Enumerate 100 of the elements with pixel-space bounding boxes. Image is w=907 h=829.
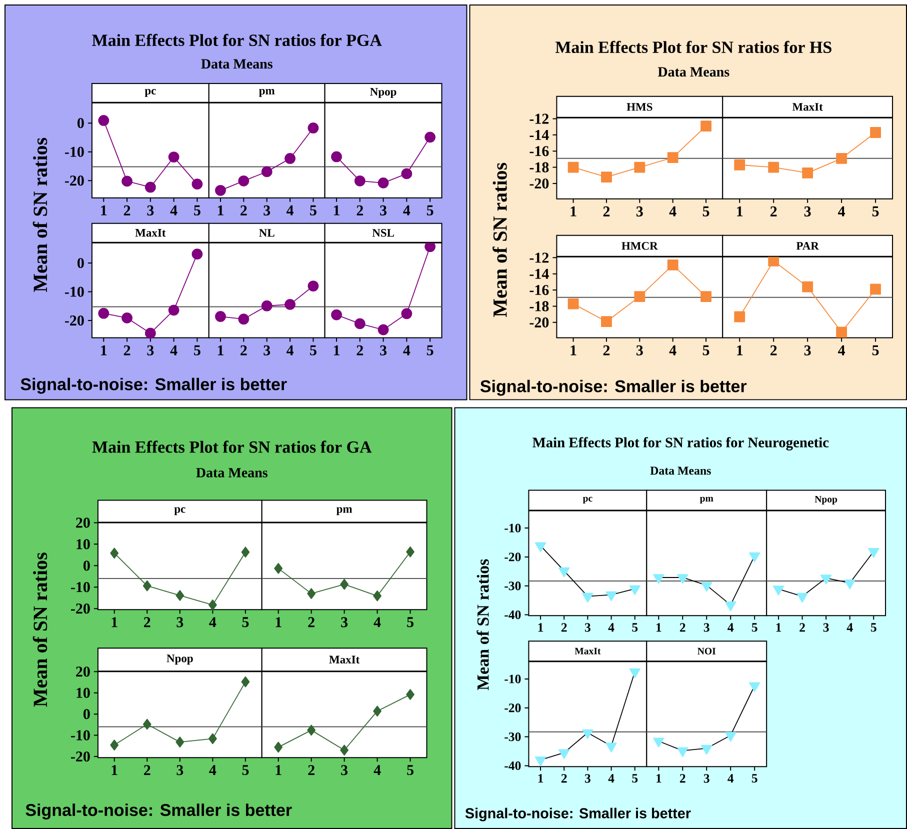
x-tick-label: 2 [356,345,364,356]
point [378,177,389,188]
point [144,328,156,339]
x-tick-label: 1 [276,765,282,775]
point [122,176,132,187]
y-tick-label: -20 [530,178,549,189]
x-tick-label: 5 [872,345,879,356]
point [98,115,110,126]
point [373,706,382,717]
x-tick-label: 2 [770,345,777,356]
x-tick-label: 2 [680,623,686,632]
x-tick-label: 2 [144,617,150,628]
y-tick-label: -10 [504,524,521,532]
point [802,168,814,178]
x-tick-label: 5 [752,774,758,783]
chart-title: NSL [372,228,394,237]
x-tick-label: 1 [218,345,224,356]
point [601,172,612,182]
point [870,284,881,295]
y-tick-label: -10 [64,286,84,297]
x-tick-label: 4 [669,345,676,356]
chart-title: MaxIt [135,229,166,237]
point [261,300,272,312]
x-tick-label: 1 [776,623,782,632]
text: Mean of SN ratios [476,559,489,690]
x-tick-label: 4 [838,206,846,216]
chart-title: NL [259,229,274,237]
x-tick-label: 1 [112,765,118,775]
point [667,152,678,164]
text: Mean of SN ratios [32,138,48,292]
x-tick-label: 3 [584,774,590,783]
chart-title: MaxIt [574,648,601,654]
x-tick-label: 1 [334,205,340,216]
chart-title: HMCR [622,242,658,250]
y-tick-label: -16 [530,284,549,296]
x-tick-label: 5 [407,765,414,776]
text: Main Effects Plot for SN ratios for Neurogenetic [532,437,829,450]
point [406,689,414,700]
y-tick-label: -18 [530,301,549,312]
point [667,259,678,270]
x-tick-label: 4 [286,205,294,216]
y-tick-label: -30 [504,732,521,742]
text: Main Effects Plot for SN ratios for HS [555,40,832,54]
point [122,312,132,324]
x-tick-label: 1 [737,345,743,356]
x-tick-label: 4 [846,623,853,632]
point [401,168,412,180]
x-tick-label: 2 [356,205,364,216]
point [308,122,319,134]
y-tick-label: -14 [530,130,549,140]
x-tick-label: 5 [752,623,758,632]
point [284,153,296,164]
y-tick-label: 0 [77,118,84,128]
point [274,742,283,753]
x-tick-label: 5 [632,623,638,632]
x-tick-label: 2 [561,774,567,783]
point [176,590,184,601]
chart-title: pc [144,89,156,97]
point [307,588,316,599]
x-tick-label: 1 [276,617,282,628]
point [208,733,217,744]
text: Data Means [196,468,268,478]
x-tick-label: 3 [147,205,154,216]
y-tick-label: 0 [77,258,84,268]
point [836,152,847,164]
x-tick-label: 3 [804,206,811,216]
x-tick-label: 1 [101,345,107,356]
x-tick-label: 4 [838,345,846,356]
point [424,132,436,143]
x-tick-label: 3 [823,623,829,632]
x-tick-label: 3 [176,765,184,776]
y-tick-label: -20 [530,317,549,328]
x-tick-label: 3 [264,345,270,356]
x-tick-label: 2 [240,205,247,216]
x-tick-label: 1 [334,345,340,356]
x-tick-label: 5 [702,345,710,356]
point [406,546,414,558]
y-tick-label: -20 [70,604,90,614]
x-tick-label: 5 [194,345,200,356]
point [192,248,203,260]
point [168,152,180,162]
y-tick-label: -16 [530,146,549,156]
x-tick-label: 2 [603,345,610,356]
point [308,280,319,292]
point [634,291,646,302]
x-tick-label: 3 [380,205,387,216]
chart-title: MaxIt [792,103,823,111]
text: Signal-to-noise: Smaller is better [465,808,691,822]
y-tick-label: -30 [504,582,521,590]
y-tick-label: 0 [83,708,90,720]
x-tick-label: 4 [608,623,614,632]
chart-title: pm [259,89,275,97]
x-tick-label: 2 [308,617,314,628]
x-tick-label: 2 [240,345,247,356]
text: Mean of SN ratios [492,162,507,317]
y-tick-label: -10 [504,674,521,684]
point [401,308,412,320]
x-tick-label: 4 [374,765,381,775]
point [142,580,152,592]
x-tick-label: 1 [656,774,662,783]
